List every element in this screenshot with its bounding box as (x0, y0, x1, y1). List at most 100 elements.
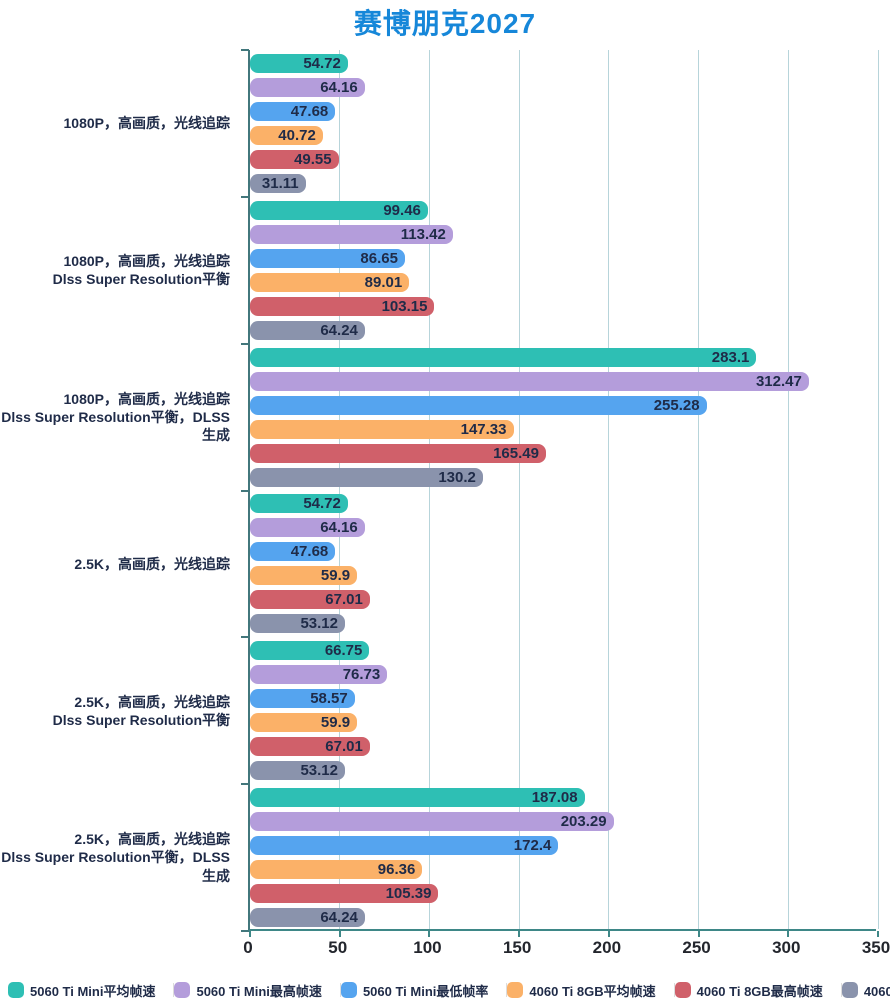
y-axis-tick (241, 930, 249, 932)
bar: 47.68 (250, 542, 336, 562)
bar-row: 255.28 (250, 395, 876, 415)
bar-value-label: 64.24 (320, 321, 358, 339)
x-tick-label: 200 (592, 938, 622, 957)
bar: 76.73 (250, 665, 388, 685)
legend-label: 5060 Ti Mini平均帧速 (30, 983, 156, 999)
bar: 147.33 (250, 419, 514, 439)
y-axis-tick (241, 489, 249, 492)
x-tick-label: 50 (328, 938, 348, 957)
bar-row: 64.16 (250, 77, 876, 97)
x-axis-tick (249, 931, 251, 937)
bar-value-label: 105.39 (385, 885, 432, 903)
bar: 113.42 (250, 224, 453, 244)
category-label: 2.5K，高画质，光线追踪 (74, 555, 230, 572)
category-label: 2.5K，高画质，光线追踪 Dlss Super Resolution平衡 (52, 693, 230, 728)
bar-row: 283.1 (250, 347, 876, 367)
bar-value-label: 67.01 (325, 591, 363, 609)
bar: 96.36 (250, 860, 423, 880)
bar-value-label: 47.68 (290, 543, 329, 561)
bar-row: 66.75 (250, 641, 876, 661)
bar-value-label: 64.16 (320, 78, 358, 96)
gridline (339, 50, 341, 929)
bar-row: 103.15 (250, 296, 876, 316)
bar-row: 54.72 (250, 494, 876, 514)
plot-area: 54.72 64.16 47.68 40.72 49.55 31.11 99.46 113.4… (241, 49, 879, 937)
bar-row: 59.9 (250, 566, 876, 586)
bar-row: 31.11 (250, 173, 876, 193)
chart-title: 赛博朋克2027 (353, 8, 537, 39)
bar: 64.24 (250, 320, 365, 340)
legend-item[interactable]: 4060 Ti 8GB最低帧速 (841, 981, 890, 1000)
legend-swatch-icon (841, 982, 858, 998)
bar-group: 283.1 312.47 255.28 147.33 165.49 130.2 (250, 344, 876, 491)
legend-item[interactable]: 5060 Ti Mini最高帧速 (174, 981, 340, 1000)
bar-row: 147.33 (250, 419, 876, 439)
bar-row: 203.29 (250, 812, 876, 832)
bar: 312.47 (250, 371, 809, 391)
bar-value-label: 96.36 (377, 861, 416, 879)
legend-swatch-icon (8, 982, 24, 998)
bar: 40.72 (250, 125, 323, 145)
bar-value-label: 40.72 (278, 126, 316, 144)
bar-row: 54.72 (250, 53, 876, 73)
bar-value-label: 312.47 (755, 372, 802, 390)
bar-value-label: 66.75 (324, 642, 363, 660)
bar-value-label: 49.55 (294, 150, 332, 168)
bar-row: 64.24 (250, 908, 876, 928)
bar-row: 105.39 (250, 884, 876, 904)
bar: 165.49 (250, 443, 546, 463)
x-tick-label: 150 (502, 938, 532, 957)
bar: 49.55 (250, 149, 339, 169)
bar-value-label: 64.16 (320, 519, 358, 537)
legend-item[interactable]: 5060 Ti Mini平均帧速 (8, 981, 174, 1000)
bar: 59.9 (250, 566, 358, 586)
bar: 66.75 (250, 641, 370, 661)
gridline (518, 50, 520, 929)
x-axis-tick (607, 931, 610, 937)
bar-row: 53.12 (250, 761, 876, 781)
x-axis-tick (787, 931, 790, 937)
bar-row: 58.57 (250, 689, 876, 709)
legend-item[interactable]: 4060 Ti 8GB平均帧速 (507, 981, 674, 1000)
bar: 64.24 (250, 908, 365, 928)
bar-value-label: 86.65 (360, 249, 398, 267)
bar: 99.46 (250, 200, 428, 220)
bar: 172.4 (250, 836, 559, 856)
bar: 203.29 (250, 812, 614, 832)
legend-item[interactable]: 4060 Ti 8GB最高帧速 (674, 981, 842, 1000)
bar-value-label: 64.24 (320, 909, 358, 927)
bar-value-label: 89.01 (364, 273, 403, 291)
bar-group: 54.72 64.16 47.68 40.72 49.55 31.11 (250, 50, 876, 197)
bar-value-label: 31.11 (261, 174, 299, 192)
bar: 67.01 (250, 737, 370, 757)
bar-value-label: 172.4 (513, 837, 552, 855)
bar-group: 54.72 64.16 47.68 59.9 67.01 53.12 (250, 491, 876, 638)
legend-label: 5060 Ti Mini最低帧率 (362, 983, 489, 999)
bar: 64.16 (250, 77, 365, 97)
bar-row: 64.24 (250, 320, 876, 340)
bar: 64.16 (250, 518, 365, 538)
x-axis-tick (338, 931, 341, 937)
bar: 59.9 (250, 713, 358, 733)
bar-row: 40.72 (250, 125, 876, 145)
x-axis-tick (877, 931, 879, 937)
legend-swatch-icon (507, 982, 524, 998)
bar: 67.01 (250, 590, 370, 610)
legend-item[interactable]: 5060 Ti Mini最低帧率 (340, 981, 507, 1000)
legend-label: 5060 Ti Mini最高帧速 (196, 983, 322, 999)
bar-row: 59.9 (250, 713, 876, 733)
legend-swatch-icon (674, 982, 691, 998)
y-axis-tick (241, 195, 249, 198)
bar-value-label: 53.12 (300, 762, 338, 780)
bar-row: 47.68 (250, 101, 876, 121)
bar-value-label: 99.46 (383, 201, 421, 219)
x-tick-label: 300 (772, 938, 801, 957)
bar: 47.68 (250, 101, 336, 121)
bar-value-label: 47.68 (290, 102, 329, 120)
bar-value-label: 130.2 (438, 468, 476, 486)
bar: 53.12 (250, 761, 345, 781)
bar-row: 312.47 (250, 371, 876, 391)
bar: 53.12 (250, 614, 345, 634)
x-axis-tick (428, 931, 431, 937)
